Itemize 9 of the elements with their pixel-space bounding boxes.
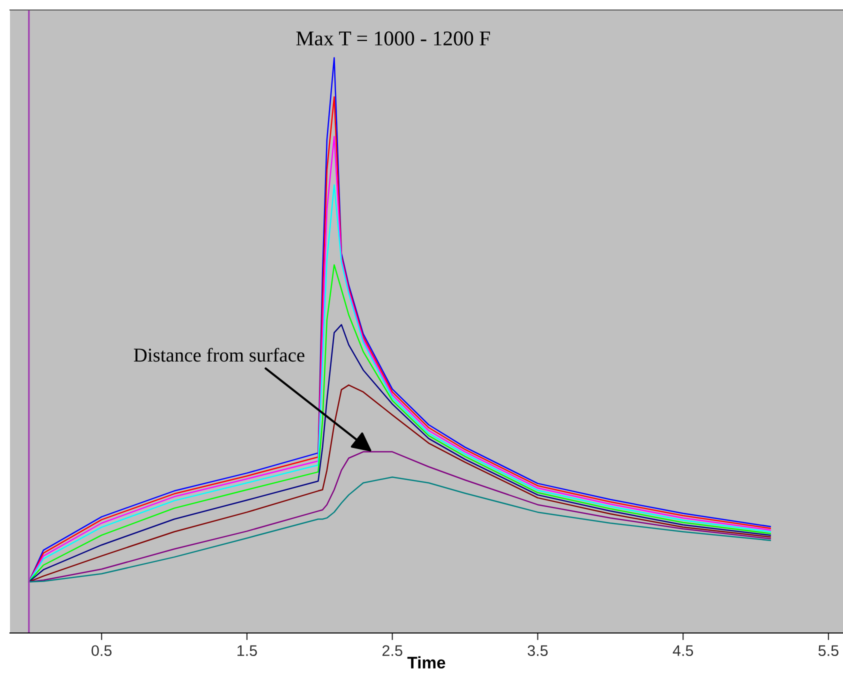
x-tick-label: 1.5 (238, 645, 257, 656)
chart-title: Max T = 1000 - 1200 F (296, 31, 490, 46)
x-tick-label: 4.5 (672, 645, 694, 656)
x-axis-title: Time (407, 656, 446, 669)
x-tick-label: 2.5 (382, 645, 402, 656)
x-tick-label: 0.5 (92, 645, 112, 656)
x-tick-label: 3.5 (528, 645, 548, 656)
annotation: Distance from surface (134, 348, 304, 362)
x-tick-label: 5.5 (818, 645, 838, 656)
